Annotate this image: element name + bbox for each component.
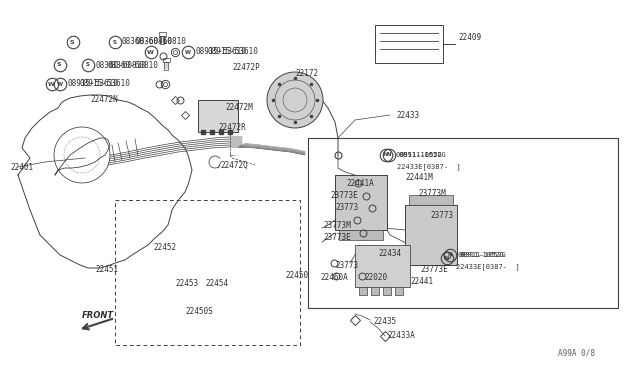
Text: W: W xyxy=(47,81,54,87)
Bar xyxy=(383,287,391,295)
Bar xyxy=(160,36,164,44)
Text: N: N xyxy=(444,256,449,260)
Text: 23773E: 23773E xyxy=(323,234,351,243)
Text: 23773: 23773 xyxy=(335,260,358,269)
Bar xyxy=(355,245,410,287)
Text: S: S xyxy=(70,39,74,45)
Text: W: W xyxy=(184,49,191,55)
Text: 22433A: 22433A xyxy=(387,331,415,340)
Text: 22434: 22434 xyxy=(378,250,401,259)
Text: 22472R: 22472R xyxy=(218,122,246,131)
Text: 08911-1052G: 08911-1052G xyxy=(460,252,507,258)
Text: 22172: 22172 xyxy=(295,70,318,78)
Text: FRONT: FRONT xyxy=(82,311,114,320)
Text: 22441M: 22441M xyxy=(405,173,433,183)
Text: 08915-53610: 08915-53610 xyxy=(80,80,131,89)
Text: 22441: 22441 xyxy=(410,278,433,286)
Text: 22472N: 22472N xyxy=(90,96,118,105)
Text: 22435: 22435 xyxy=(373,317,396,326)
Text: 23773M: 23773M xyxy=(418,189,445,198)
Text: S: S xyxy=(86,62,90,67)
Text: 08911-1052G: 08911-1052G xyxy=(396,152,443,158)
Text: 22401: 22401 xyxy=(10,163,33,171)
Text: 08911-1052G: 08911-1052G xyxy=(400,152,447,158)
Bar xyxy=(339,230,383,240)
Text: 08911-1052G: 08911-1052G xyxy=(457,252,504,258)
Text: 08360-60810: 08360-60810 xyxy=(135,38,186,46)
Circle shape xyxy=(267,72,323,128)
Bar xyxy=(359,287,367,295)
Text: S: S xyxy=(113,39,116,45)
Text: 22020: 22020 xyxy=(364,273,387,282)
Text: W: W xyxy=(56,81,63,87)
Text: 08360-60810: 08360-60810 xyxy=(95,61,146,70)
Text: 22472M: 22472M xyxy=(225,103,253,112)
Text: 22450S: 22450S xyxy=(185,308,212,317)
Text: 08360-60810: 08360-60810 xyxy=(108,61,159,70)
Text: 22472Q: 22472Q xyxy=(220,160,248,170)
Text: 22451: 22451 xyxy=(95,266,118,275)
Text: 08915-53610: 08915-53610 xyxy=(195,48,246,57)
Text: 23773E: 23773E xyxy=(420,266,448,275)
Text: 22441A: 22441A xyxy=(346,179,374,187)
Bar xyxy=(163,58,170,62)
Bar xyxy=(198,100,238,132)
Text: N: N xyxy=(386,153,391,157)
Text: 08915-53610: 08915-53610 xyxy=(208,48,259,57)
Text: 22460A: 22460A xyxy=(320,273,348,282)
Text: 22472P: 22472P xyxy=(232,64,260,73)
Bar xyxy=(409,195,453,205)
Bar xyxy=(115,200,300,345)
Text: 08915-53610: 08915-53610 xyxy=(67,80,118,89)
Text: N: N xyxy=(382,153,388,157)
Text: 23773M: 23773M xyxy=(323,221,351,231)
Bar xyxy=(395,287,403,295)
Text: A99A 0/8: A99A 0/8 xyxy=(558,349,595,358)
Text: S: S xyxy=(57,62,61,67)
Text: 22433E[0387-  ]: 22433E[0387- ] xyxy=(456,264,520,270)
Bar xyxy=(159,32,166,36)
Text: 22454: 22454 xyxy=(205,279,228,288)
Bar xyxy=(164,62,168,70)
Text: 22453: 22453 xyxy=(175,279,198,288)
Text: 23773: 23773 xyxy=(335,203,358,212)
Text: 22433E[0387-  ]: 22433E[0387- ] xyxy=(397,164,461,170)
Text: 22433: 22433 xyxy=(396,110,419,119)
Bar xyxy=(335,175,387,230)
Text: 08360-60810: 08360-60810 xyxy=(122,38,173,46)
Bar xyxy=(371,287,379,295)
Text: 22452: 22452 xyxy=(153,244,176,253)
Text: N: N xyxy=(447,253,452,257)
Text: 23773: 23773 xyxy=(430,211,453,219)
Bar xyxy=(308,138,618,308)
Bar xyxy=(375,25,443,63)
Text: 22409: 22409 xyxy=(458,33,481,42)
Text: 22450: 22450 xyxy=(285,270,308,279)
Text: W: W xyxy=(147,49,154,55)
Text: 23773E: 23773E xyxy=(330,192,358,201)
Bar xyxy=(405,205,457,265)
